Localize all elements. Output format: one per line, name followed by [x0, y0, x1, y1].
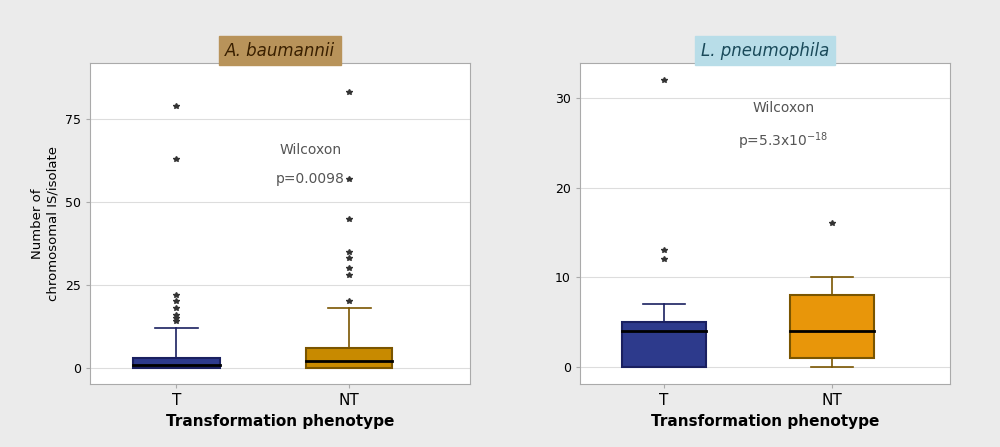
Title: L. pneumophila: L. pneumophila	[701, 42, 829, 59]
X-axis label: Transformation phenotype: Transformation phenotype	[651, 414, 879, 429]
Text: p=0.0098: p=0.0098	[276, 172, 345, 186]
Title: A. baumannii: A. baumannii	[225, 42, 335, 59]
Text: p=5.3x10$^{-18}$: p=5.3x10$^{-18}$	[738, 130, 829, 152]
Text: Wilcoxon: Wilcoxon	[752, 101, 815, 115]
Bar	[133, 358, 220, 368]
Bar	[306, 348, 392, 368]
X-axis label: Transformation phenotype: Transformation phenotype	[166, 414, 394, 429]
Bar	[622, 322, 706, 367]
Text: Wilcoxon: Wilcoxon	[279, 143, 341, 157]
Y-axis label: Number of
chromosomal IS/isolate: Number of chromosomal IS/isolate	[31, 146, 59, 301]
Bar	[790, 295, 874, 358]
